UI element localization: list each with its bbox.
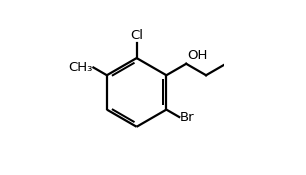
Text: Cl: Cl [130,29,143,42]
Text: Br: Br [180,110,195,124]
Text: CH₃: CH₃ [68,61,93,74]
Text: OH: OH [188,49,208,62]
